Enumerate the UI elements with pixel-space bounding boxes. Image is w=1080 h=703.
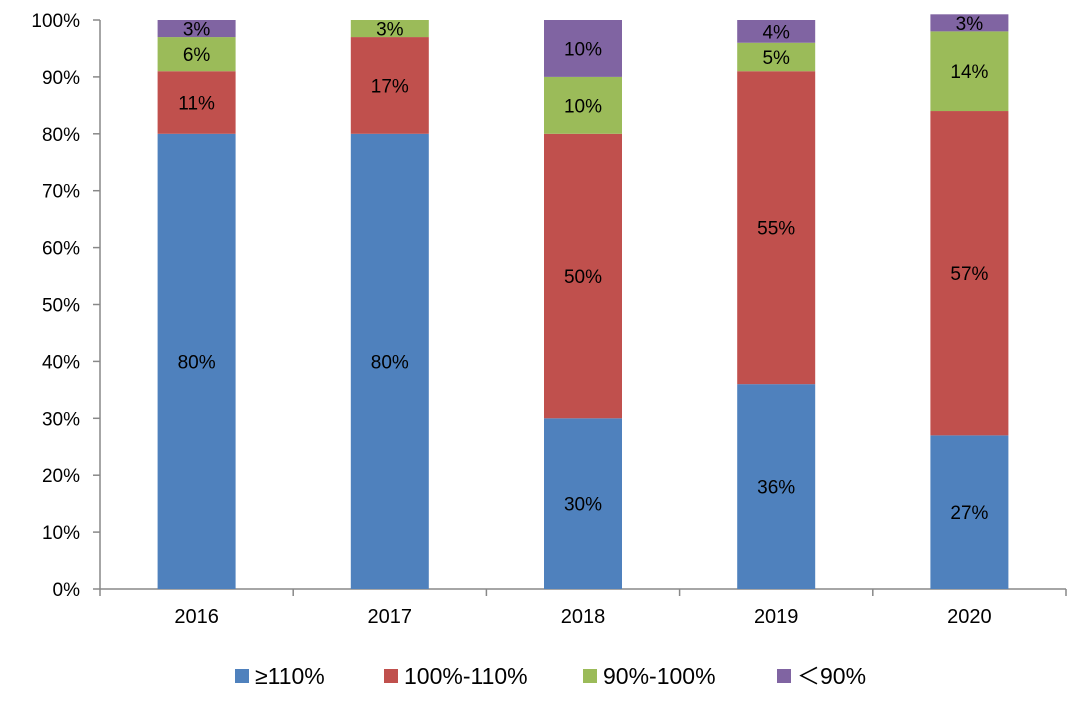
legend-label: ≥110% [255,663,325,689]
legend-label: 90%-100% [603,663,716,689]
data-label: 10% [564,96,602,117]
data-label: 5% [762,48,790,69]
y-tick-label: 60% [42,239,80,260]
bar-segment [930,14,1009,32]
bar-segment [157,37,236,72]
y-axis: 0% 10% 20% 30% 40% 50% 60% 70% 80% 90% 100% [31,11,101,601]
legend-label: 100%-110% [404,663,528,689]
bar-segment [544,133,622,419]
data-label: 17% [371,76,409,97]
y-tick-label: 30% [42,409,80,430]
data-label: 6% [183,45,211,66]
data-label: 27% [950,503,988,524]
data-label: 80% [371,352,409,373]
x-tick-label: 2017 [368,606,413,628]
bar-segment [157,71,236,134]
bar-segment [157,20,236,38]
bar-segment [737,20,816,43]
data-label: 80% [178,352,216,373]
bar-segment [157,133,236,590]
x-tick-label: 2020 [947,606,992,628]
bar-segment [350,37,429,134]
legend-swatch [777,669,791,683]
data-label: 3% [183,20,211,41]
y-tick-label: 100% [31,11,80,32]
data-label: 36% [757,478,795,499]
data-label: 50% [564,267,602,288]
y-tick-label: 0% [53,580,81,601]
bar-segment [930,435,1009,589]
y-tick-label: 90% [42,68,80,89]
bar-series-group: 80% 11% 6% 3% 80% 17% 3% 30% 50% 10% 10% 36% 55% 5% 4%… [157,14,1009,590]
data-label: 14% [950,62,988,83]
legend-swatch [583,669,597,683]
bar-segment [544,20,622,77]
x-tick-label: 2019 [754,606,799,628]
bar-segment [737,384,816,589]
data-label: 3% [376,20,404,41]
data-label: 57% [950,264,988,285]
legend-swatch [384,669,398,683]
y-tick-label: 40% [42,352,80,373]
bar-segment [737,71,816,385]
bar-segment [350,133,429,590]
legend-swatch [235,669,249,683]
data-label: 3% [956,14,984,35]
x-tick-label: 2018 [561,606,606,628]
x-axis: 2016 2017 2018 2019 2020 [99,588,1067,628]
bar-segment [350,20,429,38]
bar-segment [930,31,1009,112]
y-tick-label: 20% [42,466,80,487]
bar-segment [544,76,622,134]
data-label: 10% [564,39,602,60]
y-tick-label: 10% [42,523,80,544]
legend-label: ＜90% [797,663,866,689]
bar-segment [930,111,1009,436]
bar-segment [737,42,816,72]
y-tick-label: 80% [42,125,80,146]
y-tick-label: 70% [42,182,80,203]
legend: ≥110% 100%-110% 90%-100% ＜90% [235,663,866,689]
data-label: 30% [564,495,602,516]
data-label: 55% [757,219,795,240]
bar-segment [544,418,622,589]
data-label: 11% [178,94,215,115]
data-label: 4% [762,22,790,43]
x-tick-label: 2016 [174,606,219,628]
y-tick-label: 50% [42,296,80,317]
